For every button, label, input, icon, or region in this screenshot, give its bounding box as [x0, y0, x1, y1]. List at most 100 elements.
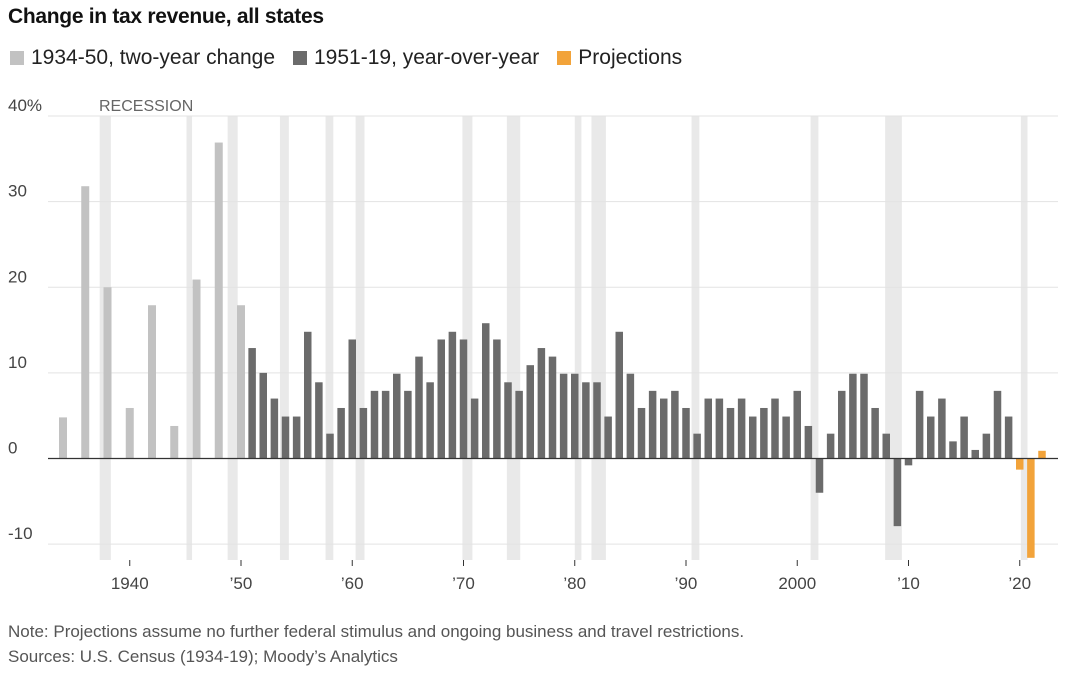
bar-1989: [671, 390, 679, 459]
bar-1944: [170, 425, 179, 459]
bar-1983: [604, 416, 612, 459]
bar-2002: [815, 458, 824, 493]
bar-1993: [715, 398, 724, 459]
x-tick-label: 2000: [778, 574, 816, 593]
bar-1963: [381, 390, 390, 459]
recession-band-1: [186, 116, 193, 560]
bar-1978: [548, 356, 557, 459]
footnotes: Note: Projections assume no further fede…: [8, 619, 744, 669]
bar-1977: [537, 348, 546, 459]
bar-2006: [860, 373, 868, 459]
bar-2008: [882, 433, 890, 459]
bar-2019: [1004, 416, 1013, 459]
x-tick-label: ’70: [452, 574, 475, 593]
bar-1968: [437, 339, 445, 459]
y-tick-label: 40%: [8, 96, 42, 115]
bar-1970: [459, 339, 468, 459]
bar-2011: [915, 390, 924, 459]
bar-2004: [838, 390, 846, 459]
y-tick-label: 30: [8, 182, 27, 201]
bar-1985: [626, 373, 635, 459]
bar-1986: [637, 407, 646, 459]
bar-2021-projection: [1027, 458, 1035, 558]
bar-1942: [148, 305, 156, 459]
legend-swatch-projections: [557, 51, 572, 65]
bar-1964: [393, 373, 401, 459]
bar-1995: [737, 398, 746, 459]
bar-1934: [59, 417, 67, 459]
recession-band-10: [691, 116, 700, 560]
x-tick-label: 1940: [111, 574, 149, 593]
bar-2017: [982, 433, 991, 459]
bar-1990: [682, 407, 690, 459]
y-tick-label: -10: [8, 524, 33, 543]
chart-title: Change in tax revenue, all states: [8, 5, 324, 28]
bar-1972: [482, 323, 490, 459]
bar-1958: [326, 433, 334, 459]
y-tick-label: 0: [8, 439, 17, 458]
bar-2010: [904, 458, 913, 466]
bar-1996: [749, 416, 757, 459]
recession-band-9: [591, 116, 606, 560]
recession-band-13: [1020, 116, 1028, 560]
legend-label-year-over-year: 1951-19, year-over-year: [314, 46, 540, 69]
bar-1975: [515, 390, 523, 459]
recession-bands: [99, 116, 1028, 560]
bar-1976: [526, 365, 534, 459]
bar-2012: [927, 416, 935, 459]
bar-1957: [315, 382, 323, 459]
recession-band-4: [325, 116, 334, 560]
bar-1955: [292, 416, 301, 459]
legend-swatch-two-year: [10, 51, 24, 65]
legend-swatch-year-over-year: [293, 51, 307, 65]
bar-2000: [793, 390, 801, 459]
bar-1981: [582, 382, 590, 459]
bar-1991: [693, 433, 701, 459]
bar-1997: [760, 407, 768, 459]
bar-1966: [415, 356, 423, 459]
bar-1965: [404, 390, 412, 459]
legend-item-projections: Projections: [557, 46, 682, 70]
bars: [59, 142, 1046, 558]
bar-1936: [81, 186, 90, 459]
bar-1959: [337, 407, 345, 459]
bar-1946: [192, 279, 201, 459]
bar-1962: [370, 390, 379, 459]
bar-1961: [359, 407, 368, 459]
recession-label: RECESSION: [99, 98, 193, 115]
bar-2020-projection: [1016, 458, 1024, 470]
bar-1994: [726, 407, 735, 459]
bar-1938: [103, 287, 112, 459]
bar-1948: [214, 142, 223, 459]
bar-1960: [348, 339, 356, 459]
bar-1951: [248, 348, 256, 459]
x-tick-label: ’20: [1008, 574, 1031, 593]
bar-1987: [648, 390, 657, 459]
legend-label-two-year: 1934-50, two-year change: [31, 46, 275, 69]
bar-1969: [448, 331, 457, 459]
bar-1940: [125, 407, 134, 459]
bar-1984: [615, 331, 623, 459]
recession-band-2: [227, 116, 238, 560]
note-text: Note: Projections assume no further fede…: [8, 622, 745, 641]
bar-2001: [804, 425, 813, 459]
bar-1974: [504, 382, 512, 459]
legend-label-projections: Projections: [578, 46, 683, 69]
bar-2005: [849, 373, 857, 459]
bar-1956: [304, 331, 312, 459]
bar-1999: [782, 416, 790, 459]
bar-1992: [704, 398, 712, 459]
bar-2022-projection: [1038, 450, 1046, 459]
legend: 1934-50, two-year change 1951-19, year-o…: [10, 46, 700, 70]
x-tick-label: ’80: [563, 574, 586, 593]
sources-text: Sources: U.S. Census (1934-19); Moody’s …: [8, 647, 398, 666]
bar-2015: [960, 416, 968, 459]
bar-1973: [493, 339, 501, 459]
legend-item-two-year: 1934-50, two-year change: [10, 46, 275, 70]
recession-band-8: [574, 116, 582, 560]
bar-2009: [893, 458, 902, 527]
bar-1982: [593, 382, 601, 459]
bar-chart: 40% 30 20 10 0 -10 1940 ’50 ’60 ’70 ’80 ’90 2000 ’10 ’…: [8, 96, 1058, 593]
bar-1979: [559, 373, 568, 459]
bar-1998: [771, 398, 779, 459]
